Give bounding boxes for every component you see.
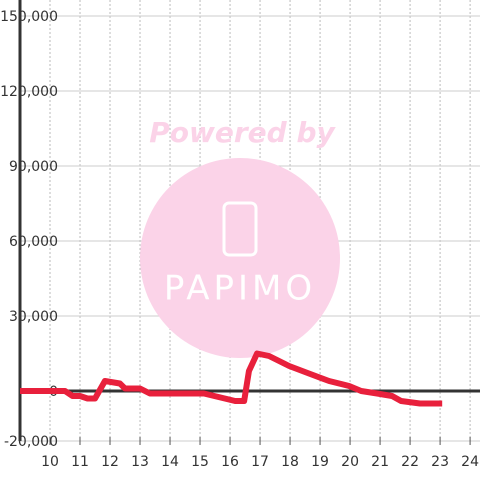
x-tick-label: 15 — [191, 454, 209, 470]
x-tick-label: 17 — [251, 454, 269, 470]
x-tick-label: 12 — [101, 454, 119, 470]
x-tick-label: 11 — [71, 454, 89, 470]
y-tick-label: -20,000 — [4, 434, 58, 450]
watermark-circle — [140, 158, 340, 358]
x-tick-label: 22 — [401, 454, 419, 470]
x-tick-label: 10 — [41, 454, 59, 470]
y-tick-label: 30,000 — [9, 309, 58, 325]
y-tick-label: 60,000 — [9, 234, 58, 250]
x-tick-label: 13 — [131, 454, 149, 470]
y-tick-label: 90,000 — [9, 159, 58, 175]
x-tick-label: 18 — [281, 454, 299, 470]
y-tick-label: 120,000 — [0, 84, 58, 100]
x-tick-label: 20 — [341, 454, 359, 470]
watermark-text: Powered by — [149, 116, 336, 149]
y-tick-label: 150,000 — [0, 9, 58, 25]
watermark-text: PAPIMO — [164, 269, 316, 309]
x-tick-label: 23 — [431, 454, 449, 470]
x-tick-label: 21 — [371, 454, 389, 470]
x-tick-label: 19 — [311, 454, 329, 470]
watermark-icon — [222, 201, 258, 257]
x-tick-label: 16 — [221, 454, 239, 470]
line — [20, 350, 443, 407]
x-tick-label: 24 — [461, 454, 479, 470]
x-tick-label: 14 — [161, 454, 179, 470]
